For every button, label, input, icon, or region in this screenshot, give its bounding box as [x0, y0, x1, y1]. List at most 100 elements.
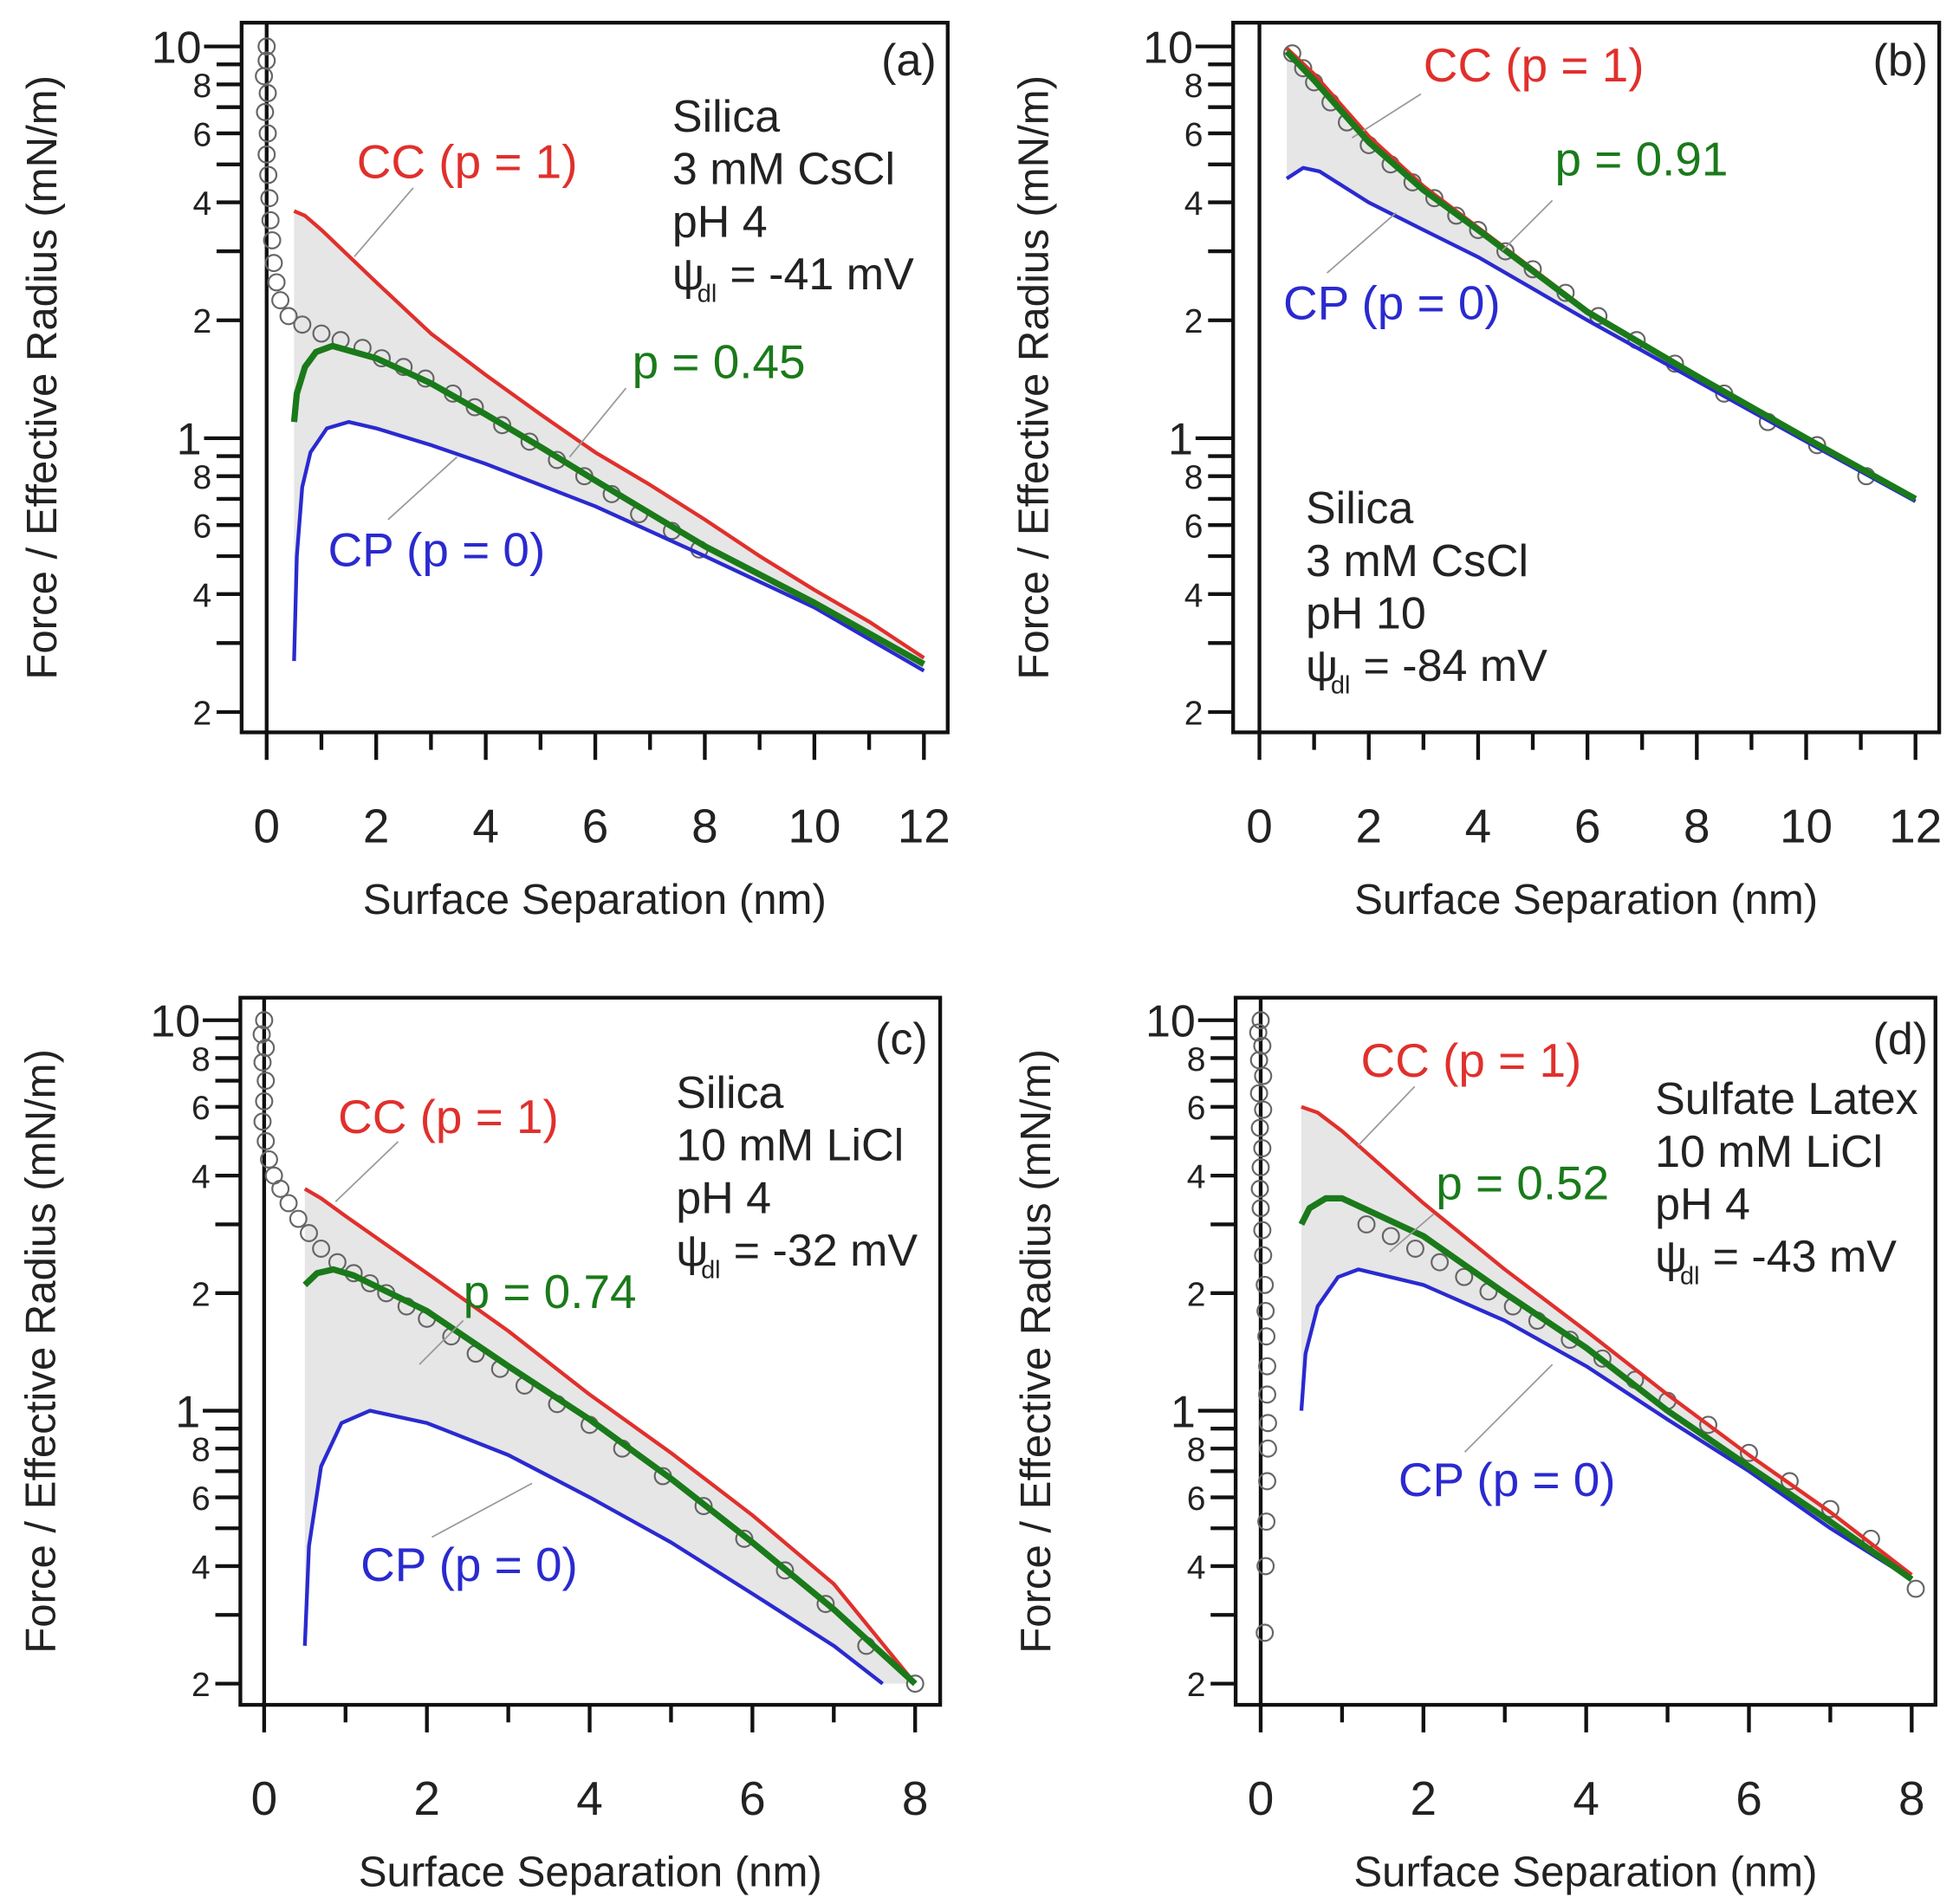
- data-point: [255, 1011, 274, 1030]
- psi-value: = -32 mV: [734, 1226, 918, 1276]
- data-point: [279, 307, 298, 326]
- series-label-cp: CP (p = 0): [1398, 1453, 1616, 1506]
- x-tick-label: 2: [1411, 1771, 1437, 1825]
- series-line-cc: [303, 1187, 917, 1686]
- chart-panel-d: CC (p = 1) CP (p = 0) p = 0.52 0 2 4 6 8 Surface…: [1013, 995, 1937, 1896]
- data-point: [256, 1131, 276, 1150]
- data-point: [279, 1194, 298, 1213]
- x-tick-label: 4: [576, 1771, 603, 1825]
- data-point: [312, 1240, 331, 1258]
- y-tick-label-minor: 4: [1187, 1159, 1206, 1196]
- x-axis-label: Surface Separation (nm): [1353, 1849, 1817, 1896]
- leader-line: [354, 187, 414, 257]
- series-line-cp: [1299, 1267, 1913, 1582]
- series-label-cc: CC (p = 1): [1361, 1033, 1582, 1087]
- data-point: [1469, 221, 1488, 239]
- data-point: [1251, 1158, 1270, 1177]
- y-tick-label-minor: 4: [191, 1549, 211, 1586]
- data-point: [253, 1052, 272, 1072]
- data-point: [289, 1209, 308, 1228]
- data-point: [1357, 1214, 1376, 1234]
- psi-value: = -41 mV: [730, 249, 914, 300]
- y-tick-label-minor: 6: [191, 1090, 211, 1127]
- psi-subscript: dl: [701, 1256, 720, 1284]
- data-point: [1254, 1100, 1273, 1119]
- data-point: [1405, 1240, 1424, 1258]
- data-point: [1258, 1472, 1276, 1491]
- psi-value: = -84 mV: [1363, 641, 1547, 691]
- data-point: [267, 273, 286, 292]
- y-tick-label-major: 1: [1168, 415, 1193, 465]
- data-point: [816, 1595, 835, 1614]
- psi-subscript: dl: [1331, 672, 1350, 700]
- x-tick-label: 6: [1574, 800, 1601, 853]
- data-point: [1253, 1139, 1272, 1158]
- data-point: [257, 37, 276, 56]
- x-tick-label: 8: [691, 800, 718, 853]
- y-tick-label-minor: 2: [1184, 695, 1204, 732]
- data-point: [1258, 1439, 1277, 1458]
- x-axis-label: Surface Separation (nm): [1354, 877, 1818, 923]
- y-tick-label-minor: 4: [1187, 1549, 1206, 1586]
- data-point: [1906, 1579, 1925, 1598]
- leader-line: [418, 1319, 464, 1365]
- y-tick-label-minor: 8: [192, 459, 211, 496]
- psi-subscript: dl: [698, 280, 717, 308]
- data-point: [1496, 242, 1515, 261]
- data-point: [259, 165, 278, 185]
- chart-panel-b: CC (p = 1)CP (p = 0)p = 0.910 2 4 6 8 10 12Sur…: [1010, 21, 1942, 923]
- series-label-p: p = 0.45: [633, 335, 806, 389]
- data-point: [300, 1224, 318, 1242]
- y-tick-label-minor: 8: [1187, 1041, 1206, 1078]
- x-tick-label: 12: [1889, 800, 1942, 853]
- data-point: [271, 1179, 290, 1198]
- y-tick-label-major: 10: [152, 23, 202, 73]
- data-point: [1424, 189, 1444, 208]
- data-point: [256, 102, 275, 121]
- data-point: [1294, 59, 1313, 78]
- condition-text: Silica: [1306, 483, 1413, 534]
- y-tick-label-minor: 2: [1187, 1667, 1206, 1704]
- data-point: [1523, 260, 1542, 279]
- y-tick-label-minor: 8: [1184, 459, 1204, 496]
- data-point: [1820, 1499, 1839, 1519]
- data-point: [1257, 1512, 1276, 1532]
- x-axis-label: Surface Separation (nm): [359, 1849, 822, 1896]
- leader-line: [568, 387, 627, 458]
- data-point: [256, 1072, 276, 1091]
- x-tick-label: 8: [902, 1771, 929, 1825]
- x-tick-label: 2: [363, 800, 390, 853]
- leader-line: [1463, 1363, 1554, 1453]
- x-tick-label: 0: [1246, 800, 1273, 853]
- condition-text: 3 mM CsCl: [672, 145, 895, 195]
- data-point: [905, 1674, 925, 1694]
- y-tick-label-minor: 2: [191, 1667, 211, 1704]
- data-point: [256, 1039, 276, 1058]
- series-label-p: p = 0.52: [1436, 1156, 1609, 1209]
- data-point: [263, 230, 282, 249]
- x-tick-label: 12: [898, 800, 951, 853]
- x-tick-label: 4: [1573, 1771, 1599, 1825]
- y-tick-label-minor: 4: [1184, 185, 1204, 223]
- leader-line: [1358, 1085, 1416, 1146]
- series-line-p: [1298, 1195, 1914, 1583]
- x-tick-label: 4: [472, 800, 499, 853]
- data-point: [255, 1091, 274, 1111]
- data-point: [1256, 1301, 1275, 1320]
- data-point: [293, 315, 312, 334]
- series-line-cc: [1301, 1104, 1913, 1577]
- data-point: [1258, 1357, 1276, 1376]
- data-point: [264, 254, 283, 273]
- data-point: [271, 291, 290, 310]
- data-point: [1256, 1623, 1275, 1642]
- x-tick-label: 10: [788, 800, 840, 853]
- psi-symbol: ψ: [672, 249, 704, 300]
- data-point: [1249, 1084, 1268, 1103]
- data-point: [1254, 1066, 1273, 1085]
- psi-symbol: ψ: [1306, 641, 1338, 691]
- data-point: [255, 67, 274, 86]
- series-label-cp: CP (p = 0): [328, 522, 546, 576]
- data-point: [1431, 1253, 1450, 1272]
- chart-panel-a: CC (p = 1)CP (p = 0)p = 0.450 2 4 6 8 10 12Sur…: [19, 21, 951, 923]
- data-point: [312, 324, 331, 343]
